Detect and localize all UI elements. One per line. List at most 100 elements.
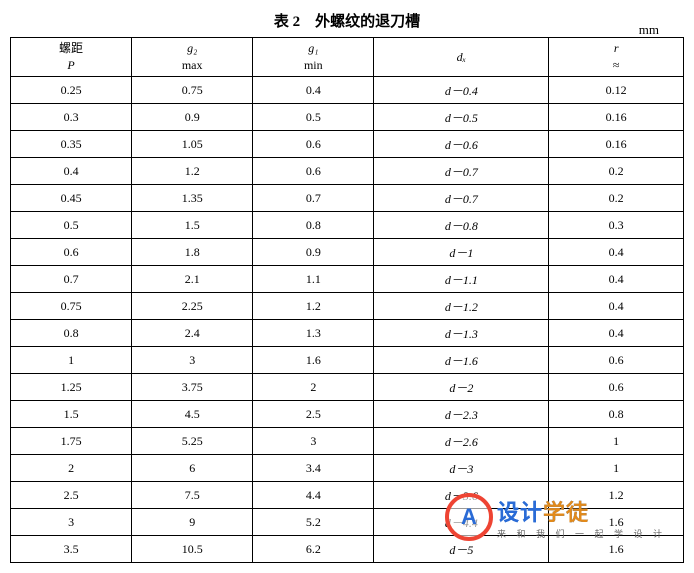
cell-dg: d－0.4: [374, 77, 549, 104]
cell-p: 2: [11, 455, 132, 482]
cell-dg: d－2: [374, 374, 549, 401]
cell-p: 3.5: [11, 536, 132, 563]
cell-r: 1.6: [549, 536, 684, 563]
col-header-g1: g₁min: [253, 38, 374, 77]
table-row: 0.51.50.8d－0.80.3: [11, 212, 684, 239]
table-row: 0.41.20.6d－0.70.2: [11, 158, 684, 185]
cell-g1: 0.5: [253, 104, 374, 131]
cell-dg: d－5: [374, 536, 549, 563]
cell-g2: 6: [132, 455, 253, 482]
cell-g1: 6.2: [253, 536, 374, 563]
cell-p: 1.5: [11, 401, 132, 428]
cell-dg: d－0.5: [374, 104, 549, 131]
cell-g2: 9: [132, 509, 253, 536]
cell-dg: d－1.3: [374, 320, 549, 347]
table-row: 2.57.54.4d－3.61.2: [11, 482, 684, 509]
cell-g1: 1.2: [253, 293, 374, 320]
cell-g2: 5.25: [132, 428, 253, 455]
cell-g1: 3.4: [253, 455, 374, 482]
cell-r: 0.6: [549, 374, 684, 401]
cell-p: 0.35: [11, 131, 132, 158]
cell-r: 0.2: [549, 158, 684, 185]
cell-g1: 5.2: [253, 509, 374, 536]
table-row: 0.250.750.4d－0.40.12: [11, 77, 684, 104]
cell-g1: 0.6: [253, 131, 374, 158]
cell-dg: d－0.8: [374, 212, 549, 239]
cell-r: 0.6: [549, 347, 684, 374]
table-row: 1.54.52.5d－2.30.8: [11, 401, 684, 428]
thread-relief-table: 螺距P g₂max g₁min dₓ r≈ 0.250.750.4d－0.40.…: [10, 37, 684, 563]
cell-g2: 1.2: [132, 158, 253, 185]
cell-dg: d－1.6: [374, 347, 549, 374]
cell-g1: 0.6: [253, 158, 374, 185]
cell-g2: 2.25: [132, 293, 253, 320]
cell-p: 1.75: [11, 428, 132, 455]
table-row: 0.752.251.2d－1.20.4: [11, 293, 684, 320]
cell-r: 0.2: [549, 185, 684, 212]
cell-g2: 2.1: [132, 266, 253, 293]
table-row: 395.2d－4.41.6: [11, 509, 684, 536]
cell-dg: d－4.4: [374, 509, 549, 536]
cell-p: 0.45: [11, 185, 132, 212]
cell-dg: d－0.7: [374, 185, 549, 212]
cell-dg: d－1.2: [374, 293, 549, 320]
cell-g1: 1.3: [253, 320, 374, 347]
cell-p: 0.75: [11, 293, 132, 320]
cell-dg: d－0.7: [374, 158, 549, 185]
cell-g2: 10.5: [132, 536, 253, 563]
cell-g2: 4.5: [132, 401, 253, 428]
unit-label: mm: [639, 22, 659, 38]
cell-r: 0.16: [549, 131, 684, 158]
cell-g2: 1.8: [132, 239, 253, 266]
cell-g2: 1.35: [132, 185, 253, 212]
cell-r: 0.4: [549, 239, 684, 266]
cell-dg: d－3: [374, 455, 549, 482]
cell-p: 1.25: [11, 374, 132, 401]
cell-g1: 0.9: [253, 239, 374, 266]
cell-r: 0.16: [549, 104, 684, 131]
cell-p: 2.5: [11, 482, 132, 509]
cell-g2: 3.75: [132, 374, 253, 401]
cell-dg: d－2.3: [374, 401, 549, 428]
cell-r: 1: [549, 428, 684, 455]
col-header-dg: dₓ: [374, 38, 549, 77]
table-row: 1.755.253d－2.61: [11, 428, 684, 455]
cell-r: 0.4: [549, 320, 684, 347]
cell-g1: 1.1: [253, 266, 374, 293]
cell-r: 0.4: [549, 266, 684, 293]
cell-p: 0.6: [11, 239, 132, 266]
cell-g1: 4.4: [253, 482, 374, 509]
cell-p: 0.25: [11, 77, 132, 104]
col-header-r: r≈: [549, 38, 684, 77]
cell-p: 1: [11, 347, 132, 374]
cell-g2: 7.5: [132, 482, 253, 509]
cell-g2: 1.05: [132, 131, 253, 158]
cell-p: 0.7: [11, 266, 132, 293]
table-row: 0.30.90.5d－0.50.16: [11, 104, 684, 131]
cell-p: 0.4: [11, 158, 132, 185]
cell-g1: 0.8: [253, 212, 374, 239]
cell-p: 0.8: [11, 320, 132, 347]
cell-p: 3: [11, 509, 132, 536]
table-row: 0.72.11.1d－1.10.4: [11, 266, 684, 293]
cell-g2: 2.4: [132, 320, 253, 347]
cell-g1: 1.6: [253, 347, 374, 374]
table-title: 表 2 外螺纹的退刀槽: [274, 10, 420, 31]
cell-g1: 0.4: [253, 77, 374, 104]
cell-dg: d－1: [374, 239, 549, 266]
cell-r: 0.3: [549, 212, 684, 239]
cell-g2: 0.75: [132, 77, 253, 104]
cell-r: 1.2: [549, 482, 684, 509]
cell-dg: d－1.1: [374, 266, 549, 293]
cell-r: 0.12: [549, 77, 684, 104]
cell-r: 1: [549, 455, 684, 482]
cell-g1: 0.7: [253, 185, 374, 212]
cell-r: 0.8: [549, 401, 684, 428]
table-row: 0.351.050.6d－0.60.16: [11, 131, 684, 158]
col-header-pitch: 螺距P: [11, 38, 132, 77]
cell-g1: 3: [253, 428, 374, 455]
table-row: 131.6d－1.60.6: [11, 347, 684, 374]
table-row: 0.451.350.7d－0.70.2: [11, 185, 684, 212]
cell-p: 0.3: [11, 104, 132, 131]
cell-dg: d－3.6: [374, 482, 549, 509]
